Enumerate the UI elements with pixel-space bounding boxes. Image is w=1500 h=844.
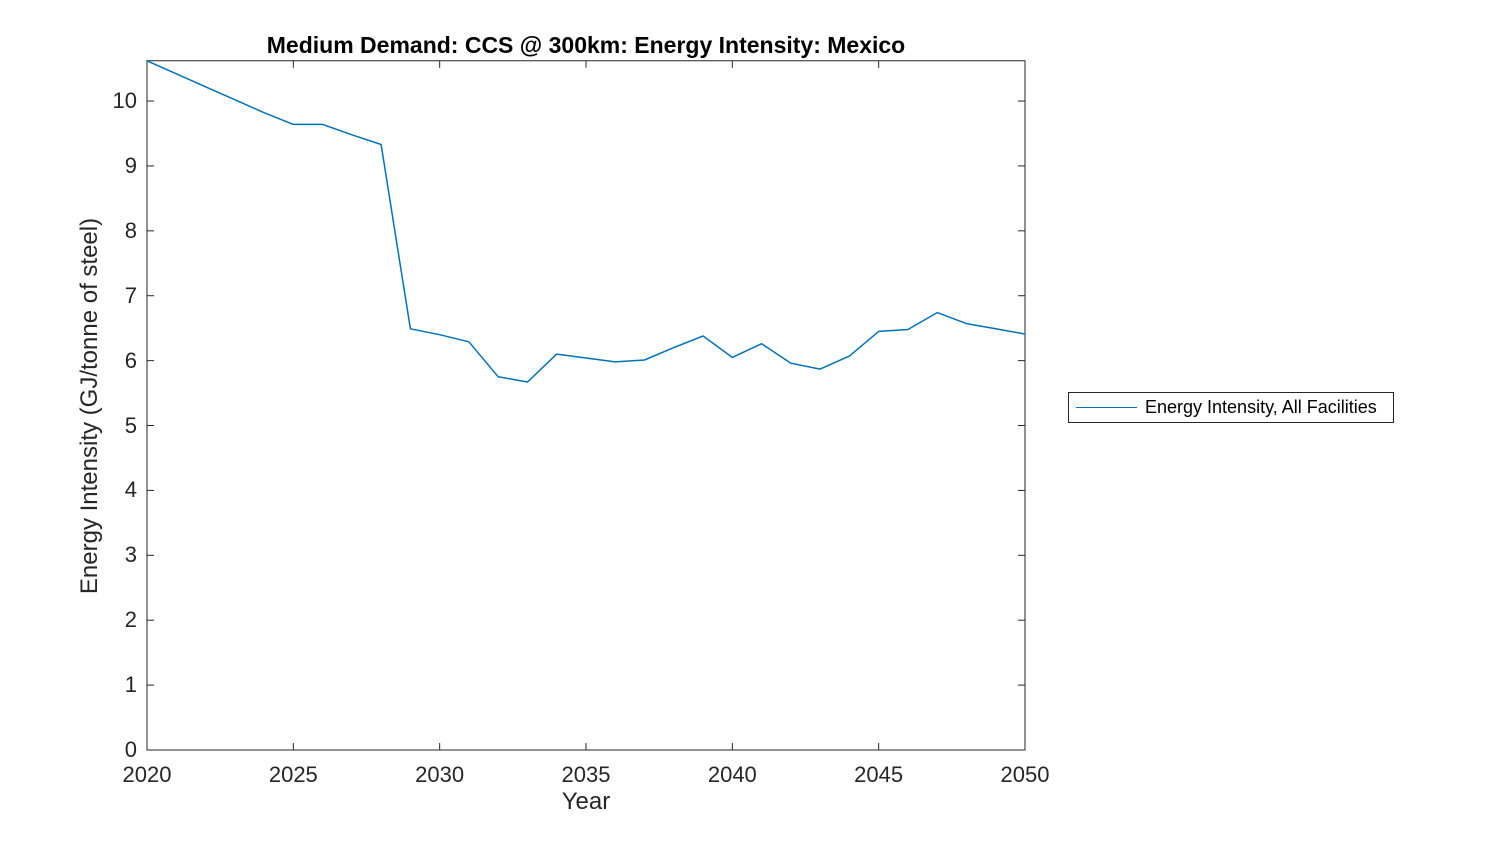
y-tick-label: 8 (124, 217, 137, 243)
y-tick-label: 1 (124, 672, 137, 698)
y-tick-label: 9 (124, 152, 137, 178)
legend-line-sample (1076, 407, 1137, 408)
y-tick-label: 4 (124, 477, 137, 503)
y-tick-label: 7 (124, 282, 137, 308)
x-tick-label: 2025 (268, 762, 318, 787)
plot-border (146, 60, 1026, 751)
y-tick-label: 10 (112, 88, 137, 114)
y-tick-label: 0 (124, 737, 137, 762)
legend: Energy Intensity, All Facilities (1068, 392, 1394, 423)
y-tick-label: 2 (124, 607, 137, 633)
x-tick-label: 2030 (415, 762, 465, 787)
energy-intensity-line (146, 60, 1026, 383)
x-tick-label: 2040 (707, 762, 757, 787)
y-tick-label: 3 (124, 542, 137, 568)
y-tick-label: 6 (124, 347, 137, 373)
x-tick-label: 2050 (1000, 762, 1050, 787)
y-tick-label: 5 (124, 412, 137, 438)
chart-title: Medium Demand: CCS @ 300km: Energy Inten… (266, 32, 906, 58)
x-axis-label: Year (561, 788, 611, 815)
x-tick-label: 2035 (561, 762, 611, 787)
x-tick-label: 2045 (854, 762, 904, 787)
legend-entry-label: Energy Intensity, All Facilities (1145, 397, 1377, 417)
x-tick-label: 2020 (122, 762, 172, 787)
